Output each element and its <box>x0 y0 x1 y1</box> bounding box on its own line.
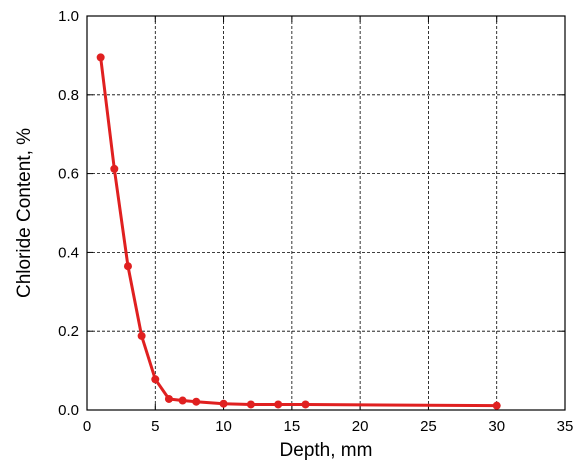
data-point <box>151 375 160 384</box>
data-point <box>192 397 201 406</box>
x-tick-label: 0 <box>83 418 91 435</box>
data-point <box>110 164 119 173</box>
data-point <box>123 262 132 271</box>
data-point <box>246 400 255 409</box>
axis-ticks: 0 5 10 15 20 25 30 35 0.0 0.2 0.4 0.6 0.8 1.0 <box>58 8 573 435</box>
x-tick-label: 15 <box>284 418 301 435</box>
x-tick-label: 10 <box>215 418 232 435</box>
y-tick-label: 0.4 <box>58 244 79 261</box>
y-tick-label: 0.2 <box>58 323 79 340</box>
x-tick-label: 20 <box>352 418 369 435</box>
y-tick-label: 0.6 <box>58 166 79 183</box>
x-axis-title: Depth, mm <box>280 440 373 461</box>
y-tick-label: 0.8 <box>58 87 79 104</box>
grid <box>87 16 565 410</box>
data-point <box>178 396 187 405</box>
x-tick-label: 5 <box>151 418 159 435</box>
data-point <box>96 53 105 62</box>
series-group <box>96 53 501 410</box>
series-line <box>99 57 497 408</box>
data-point <box>219 399 228 408</box>
data-point <box>301 400 310 409</box>
y-axis-title: Chloride Content, % <box>14 128 35 298</box>
data-point <box>137 331 146 340</box>
data-point <box>274 400 283 409</box>
data-point <box>492 401 501 410</box>
plot-frame <box>86 15 566 411</box>
x-tick-label: 35 <box>557 418 574 435</box>
y-tick-label: 1.0 <box>58 8 79 25</box>
x-tick-label: 25 <box>420 418 437 435</box>
y-tick-label: 0.0 <box>58 402 79 419</box>
x-tick-label: 30 <box>488 418 505 435</box>
data-point <box>164 394 173 403</box>
